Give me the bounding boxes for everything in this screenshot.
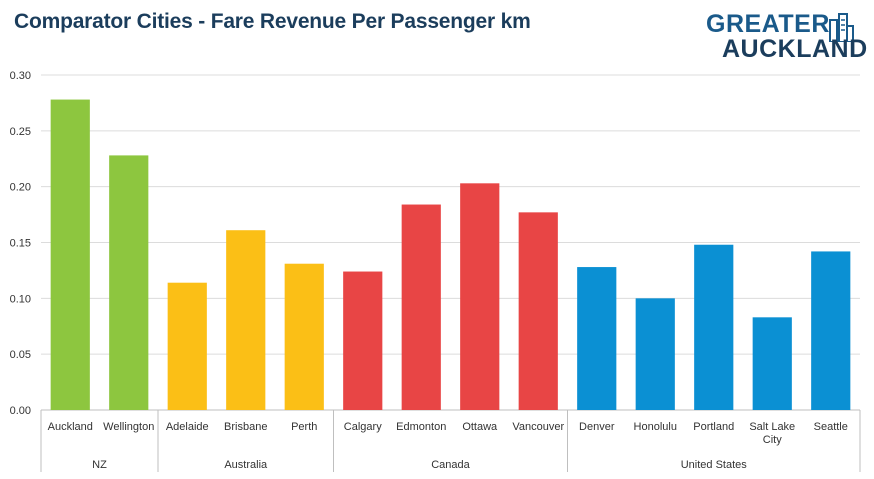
category-label: Seattle [814,421,848,433]
category-label: Auckland [48,421,93,433]
category-label: Ottawa [462,421,498,433]
category-label: Edmonton [396,421,446,433]
category-label: Wellington [103,421,154,433]
bar [343,271,383,410]
bar [811,251,851,410]
group-label: NZ [92,459,107,471]
bar [577,267,617,410]
category-label: Denver [579,421,615,433]
bar [226,230,266,410]
category-label: City [763,434,782,446]
category-label: Salt Lake [749,421,795,433]
bar [401,204,441,410]
logo-text-auckland: AUCKLAND [722,35,868,63]
y-tick-label: 0.25 [10,126,31,138]
category-label: Vancouver [512,421,564,433]
group-label: United States [681,459,748,471]
city-skyline-icon [829,13,854,42]
logo-text-greater: GREATER [706,10,830,38]
category-label: Brisbane [224,421,267,433]
bar [635,298,675,410]
bar [518,212,558,410]
greater-auckland-logo: GREATER AUCKLAND [700,10,867,64]
y-tick-label: 0.00 [10,405,31,417]
bar [284,263,324,410]
category-label: Adelaide [166,421,209,433]
y-tick-label: 0.15 [10,238,31,250]
bar [167,282,207,410]
category-label: Perth [291,421,317,433]
chart-title: Comparator Cities - Fare Revenue Per Pas… [14,10,531,33]
category-label: Portland [693,421,734,433]
bar [460,183,500,410]
category-label: Honolulu [634,421,677,433]
bar [694,244,734,410]
y-tick-label: 0.20 [10,182,31,194]
bar [50,99,90,411]
category-label: Calgary [344,421,382,433]
group-label: Australia [224,459,268,471]
bar [752,317,792,410]
group-label: Canada [431,459,470,471]
y-tick-label: 0.05 [10,349,31,361]
bar [109,155,149,410]
y-tick-label: 0.30 [10,70,31,82]
y-tick-label: 0.10 [10,293,31,305]
